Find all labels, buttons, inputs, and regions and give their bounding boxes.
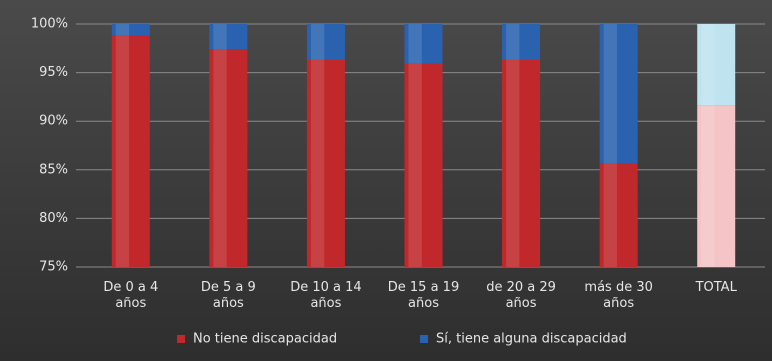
bar-gloss xyxy=(115,24,130,36)
x-tick-line: más de 30 xyxy=(584,280,652,295)
bar-segment xyxy=(306,59,345,267)
legend-label: No tiene discapacidad xyxy=(193,332,337,347)
bar-segment xyxy=(111,24,150,36)
bar-segment xyxy=(599,162,638,267)
y-tick-label: 80% xyxy=(39,211,68,226)
legend-marker xyxy=(420,335,428,343)
bar-segment xyxy=(404,63,443,267)
x-tick-line: años xyxy=(408,296,439,311)
bar-segment xyxy=(111,35,150,267)
bar-segment xyxy=(209,49,248,267)
bar-segment xyxy=(502,59,541,267)
bar-segment xyxy=(404,24,443,64)
bar-gloss xyxy=(701,105,715,267)
bar-segment xyxy=(599,24,638,163)
x-tick-line: De 10 a 14 xyxy=(290,280,361,295)
x-tick-line: años xyxy=(115,296,146,311)
legend-marker xyxy=(177,335,185,343)
x-tick-label: De 0 a 4 años xyxy=(103,280,158,311)
bar-gloss xyxy=(310,59,325,267)
x-tick-label: de 20 a 29 años xyxy=(486,280,556,311)
bar-gloss xyxy=(408,24,422,64)
bar-gloss xyxy=(603,162,617,267)
y-tick-label: 85% xyxy=(39,162,68,177)
x-tick-line: años xyxy=(506,296,537,311)
x-tick-line: años xyxy=(603,296,634,311)
bar-gloss xyxy=(701,24,715,106)
x-tick-line: de 20 a 29 xyxy=(486,280,556,295)
bar-gloss xyxy=(408,63,422,267)
x-tick-line: De 0 a 4 xyxy=(103,280,158,295)
x-tick-line: años xyxy=(213,296,244,311)
x-tick-label: De 15 a 19 años xyxy=(388,280,459,311)
x-tick-line: años xyxy=(310,296,341,311)
x-tick-label: De 10 a 14 años xyxy=(290,280,361,311)
y-tick-label: 75% xyxy=(39,260,68,275)
bar-segment xyxy=(502,24,541,60)
bar-segment xyxy=(209,24,248,50)
bar-gloss xyxy=(603,24,617,163)
x-tick-line: De 5 a 9 xyxy=(201,280,256,295)
y-tick-label: 95% xyxy=(39,65,68,80)
bar-gloss xyxy=(213,49,227,267)
x-tick-label: De 5 a 9 años xyxy=(201,280,256,311)
legend-label: Sí, tiene alguna discapacidad xyxy=(436,332,627,347)
x-tick-line: De 15 a 19 xyxy=(388,280,459,295)
y-tick-label: 100% xyxy=(31,17,68,32)
bar-segment xyxy=(697,105,736,267)
x-tick-label: TOTAL xyxy=(695,280,738,295)
bar-gloss xyxy=(310,24,325,60)
bar-gloss xyxy=(506,59,520,267)
bar-gloss xyxy=(213,24,227,50)
x-tick-label: más de 30 años xyxy=(584,280,652,311)
y-tick-label: 90% xyxy=(39,114,68,129)
bar-gloss xyxy=(506,24,520,60)
bar-gloss xyxy=(115,35,130,267)
bar-segment xyxy=(306,24,345,60)
bar-segment xyxy=(697,24,736,106)
x-tick-line: TOTAL xyxy=(695,280,738,295)
